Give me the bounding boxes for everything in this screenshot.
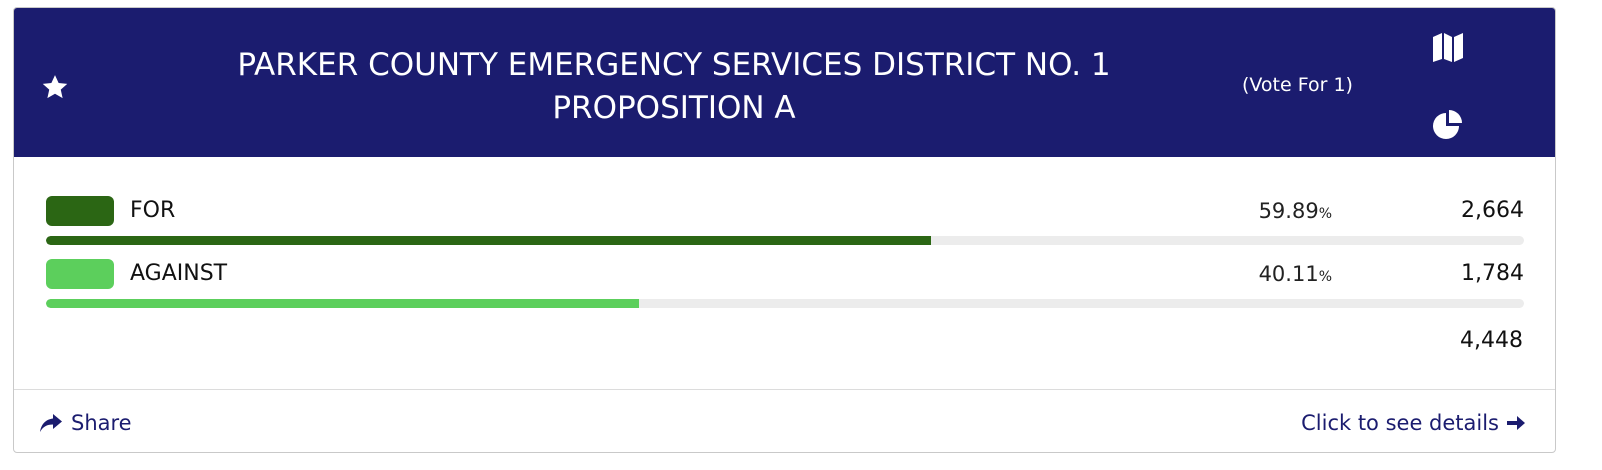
contest-title-line1: PARKER COUNTY EMERGENCY SERVICES DISTRIC… [237,47,1111,83]
choice-name: AGAINST [130,261,228,286]
choice-votes: 2,664 [1461,198,1524,223]
results-body: FOR 59.89% 2,664 AGAINST 40.11% 1,784 4,… [14,157,1555,390]
choice-bar-track [46,299,1524,308]
choice-bar-fill [46,299,639,308]
total-votes: 4,448 [1460,328,1523,353]
contest-footer: Share Click to see details [14,389,1555,452]
share-arrow-icon [40,414,62,432]
choice-row-against: AGAINST 40.11% 1,784 [46,220,1524,308]
details-label: Click to see details [1301,411,1499,435]
favorite-button[interactable] [40,72,70,102]
choice-percent: 40.11% [1259,262,1332,286]
contest-header: PARKER COUNTY EMERGENCY SERVICES DISTRIC… [14,8,1555,157]
contest-title-line2: PROPOSITION A [552,90,796,126]
contest-title: PARKER COUNTY EMERGENCY SERVICES DISTRIC… [134,44,1214,130]
chart-button[interactable] [1430,107,1466,143]
share-link[interactable]: Share [39,411,132,435]
choice-percent-value: 40.11 [1258,262,1319,286]
choice-bar-track [46,236,1524,245]
choice-color-swatch [46,259,114,289]
pie-chart-icon [1433,110,1462,139]
percent-sign: % [1318,206,1332,222]
percent-sign: % [1318,269,1332,285]
choice-row-for: FOR 59.89% 2,664 [46,157,1524,245]
choice-bar-fill [46,236,932,245]
choice-name: FOR [130,198,176,223]
contest-card: PARKER COUNTY EMERGENCY SERVICES DISTRIC… [13,7,1556,453]
choice-votes: 1,784 [1461,261,1524,286]
details-link[interactable]: Click to see details [1301,411,1527,435]
arrow-right-icon [1507,416,1525,430]
map-button[interactable] [1430,29,1466,65]
map-icon [1433,33,1463,62]
star-icon [42,75,68,99]
share-label: Share [71,411,132,435]
choice-percent-value: 59.89 [1258,199,1319,223]
choice-color-swatch [46,196,114,226]
vote-for-label: (Vote For 1) [1242,74,1353,96]
choice-percent: 59.89% [1259,199,1332,223]
